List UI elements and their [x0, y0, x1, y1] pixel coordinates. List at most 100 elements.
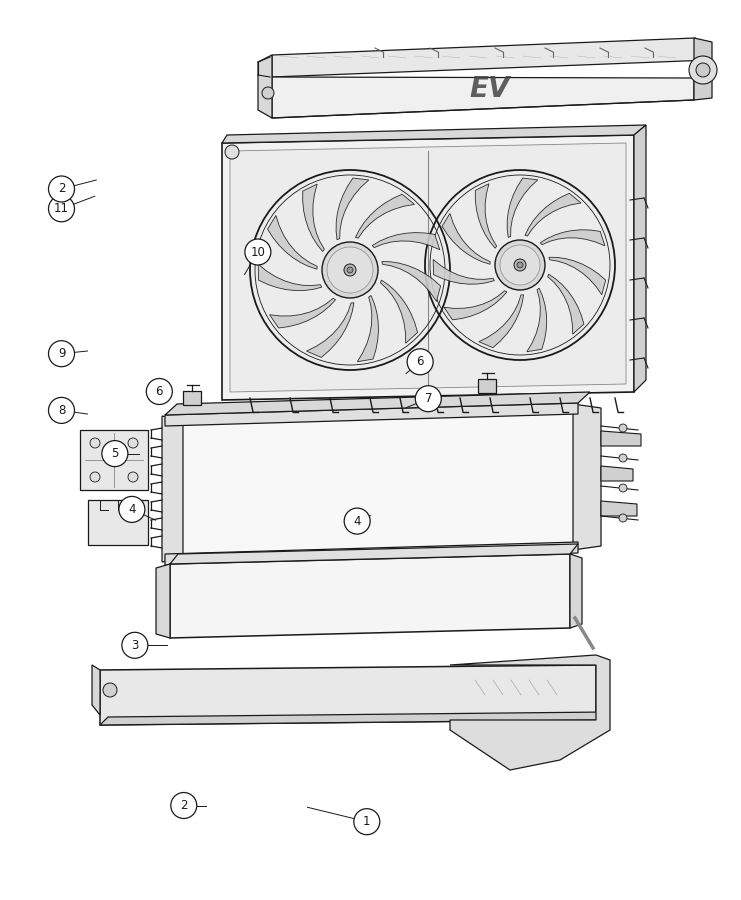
Circle shape	[344, 264, 356, 276]
Circle shape	[619, 424, 627, 432]
Polygon shape	[170, 554, 570, 638]
Circle shape	[344, 508, 370, 534]
Circle shape	[407, 349, 433, 374]
Polygon shape	[356, 194, 414, 239]
Polygon shape	[573, 404, 601, 550]
Polygon shape	[100, 665, 596, 725]
Circle shape	[517, 262, 523, 268]
Polygon shape	[165, 392, 590, 415]
Text: 2: 2	[180, 799, 187, 812]
Polygon shape	[475, 184, 496, 248]
Polygon shape	[170, 544, 578, 564]
Polygon shape	[258, 55, 272, 118]
Text: 2: 2	[58, 183, 65, 195]
Polygon shape	[442, 213, 491, 265]
Text: 6: 6	[156, 385, 163, 398]
Circle shape	[48, 398, 75, 423]
Circle shape	[90, 438, 100, 448]
Polygon shape	[570, 554, 582, 628]
Polygon shape	[165, 406, 578, 560]
Polygon shape	[601, 466, 633, 481]
Polygon shape	[88, 500, 148, 545]
Circle shape	[170, 793, 197, 818]
Polygon shape	[634, 125, 646, 392]
Polygon shape	[444, 291, 507, 319]
Polygon shape	[479, 295, 524, 347]
Circle shape	[103, 683, 117, 697]
Text: 7: 7	[425, 392, 432, 405]
Text: 9: 9	[58, 347, 65, 360]
Circle shape	[48, 196, 75, 221]
Circle shape	[322, 242, 378, 298]
Polygon shape	[272, 77, 694, 118]
Circle shape	[619, 484, 627, 492]
Circle shape	[48, 176, 75, 202]
Circle shape	[619, 514, 627, 522]
Polygon shape	[525, 194, 581, 236]
Polygon shape	[540, 230, 605, 246]
Polygon shape	[380, 280, 418, 343]
Circle shape	[262, 87, 274, 99]
Polygon shape	[433, 259, 494, 284]
Polygon shape	[162, 416, 183, 562]
Polygon shape	[92, 665, 100, 715]
Polygon shape	[336, 178, 369, 239]
Circle shape	[696, 63, 710, 77]
Polygon shape	[548, 274, 584, 334]
Polygon shape	[270, 298, 336, 328]
Text: 11: 11	[54, 202, 69, 215]
Text: 10: 10	[250, 246, 265, 258]
Polygon shape	[183, 391, 201, 405]
Polygon shape	[450, 655, 610, 770]
Circle shape	[619, 454, 627, 462]
Polygon shape	[478, 379, 496, 393]
Circle shape	[225, 145, 239, 159]
Circle shape	[146, 379, 173, 404]
Circle shape	[245, 239, 271, 265]
Text: 4: 4	[353, 515, 361, 527]
Circle shape	[514, 259, 526, 271]
Circle shape	[128, 438, 138, 448]
Text: 1: 1	[363, 815, 370, 828]
Circle shape	[495, 240, 545, 290]
Circle shape	[128, 472, 138, 482]
Polygon shape	[165, 542, 578, 565]
Circle shape	[119, 497, 145, 522]
Polygon shape	[357, 295, 379, 362]
Polygon shape	[258, 265, 322, 291]
Text: 6: 6	[416, 356, 424, 368]
Polygon shape	[156, 564, 170, 638]
Text: 5: 5	[111, 447, 119, 460]
Text: 4: 4	[128, 503, 136, 516]
Text: 8: 8	[58, 404, 65, 417]
Polygon shape	[372, 232, 439, 249]
Text: EV: EV	[470, 75, 511, 103]
Polygon shape	[507, 178, 538, 238]
Polygon shape	[302, 184, 325, 251]
Circle shape	[500, 245, 540, 285]
Polygon shape	[165, 403, 578, 426]
Circle shape	[347, 267, 353, 273]
Polygon shape	[230, 143, 626, 392]
Polygon shape	[222, 125, 646, 143]
Polygon shape	[382, 262, 441, 302]
Circle shape	[327, 247, 373, 293]
Polygon shape	[307, 302, 354, 357]
Polygon shape	[601, 501, 637, 516]
Polygon shape	[268, 215, 317, 269]
Polygon shape	[694, 38, 712, 100]
Polygon shape	[272, 38, 710, 77]
Polygon shape	[100, 712, 606, 725]
Circle shape	[48, 341, 75, 366]
Circle shape	[102, 441, 128, 466]
Circle shape	[689, 56, 717, 84]
Circle shape	[353, 809, 380, 834]
Polygon shape	[527, 288, 547, 352]
Polygon shape	[80, 430, 148, 490]
Circle shape	[90, 472, 100, 482]
Circle shape	[122, 633, 148, 658]
Polygon shape	[549, 257, 605, 295]
Polygon shape	[222, 135, 634, 400]
Polygon shape	[601, 431, 641, 446]
Text: 3: 3	[131, 639, 139, 652]
